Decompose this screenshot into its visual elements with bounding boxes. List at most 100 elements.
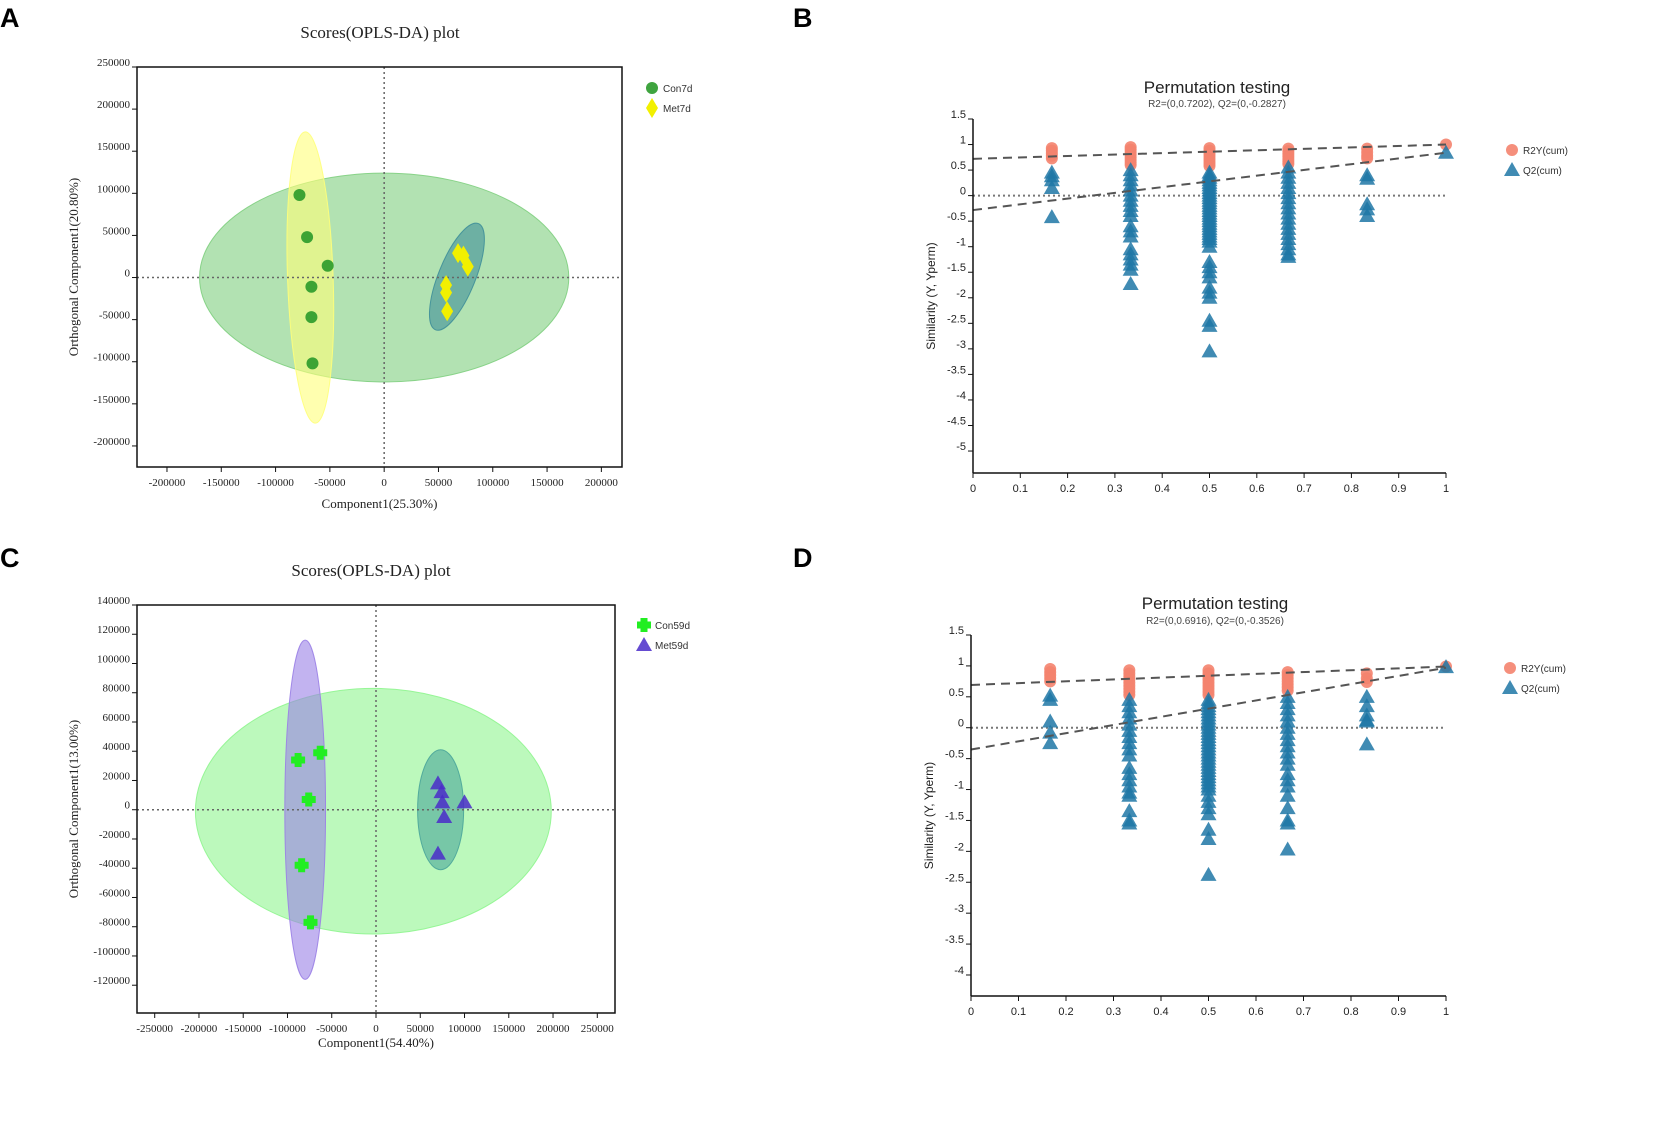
y-tick-label: 0 bbox=[125, 268, 131, 280]
data-point-q2cum bbox=[1043, 179, 1060, 194]
data-point-r2ycum bbox=[1045, 152, 1058, 165]
y-tick-label: -120000 bbox=[93, 975, 130, 987]
y-tick-label: -5 bbox=[956, 441, 966, 453]
y-axis-label: Orthogonal Component1(13.00%) bbox=[66, 720, 81, 898]
y-tick-label: -50000 bbox=[99, 310, 131, 322]
legend-label: Con7d bbox=[663, 84, 692, 95]
legend-label: Q2(cum) bbox=[1521, 684, 1560, 695]
data-point-q2cum bbox=[1121, 815, 1138, 830]
y-tick-label: 20000 bbox=[103, 770, 131, 782]
x-tick-label: 0.8 bbox=[1343, 1006, 1358, 1018]
legend-label: Q2(cum) bbox=[1523, 166, 1562, 177]
y-tick-label: -80000 bbox=[99, 917, 131, 929]
y-tick-label: 1.5 bbox=[951, 109, 966, 121]
y-tick-label: -20000 bbox=[99, 829, 131, 841]
y-tick-label: -4 bbox=[954, 965, 964, 977]
data-point-q2cum bbox=[1358, 698, 1375, 713]
x-tick-label: 0.7 bbox=[1296, 483, 1311, 495]
y-tick-label: 100000 bbox=[97, 183, 131, 195]
data-point-q2cum bbox=[1358, 688, 1375, 703]
data-point-q2cum bbox=[1201, 317, 1218, 332]
x-tick-label: 1 bbox=[1443, 483, 1449, 495]
data-point-met7d bbox=[461, 256, 474, 277]
data-point-q2cum bbox=[1200, 866, 1217, 881]
data-point-q2cum bbox=[1201, 289, 1218, 304]
y-tick-label: 40000 bbox=[103, 741, 131, 753]
y-tick-label: 100000 bbox=[97, 653, 131, 665]
x-tick-label: 150000 bbox=[531, 477, 565, 489]
x-tick-label: 0.9 bbox=[1391, 1006, 1406, 1018]
x-tick-label: 0 bbox=[970, 483, 976, 495]
permutation-plot-d: Permutation testing R2=(0,0.6916), Q2=(0,… bbox=[922, 594, 1566, 1018]
y-tick-label: -1 bbox=[954, 780, 964, 792]
legend-label: R2Y(cum) bbox=[1521, 664, 1566, 675]
data-point-met59d bbox=[436, 809, 453, 824]
data-point-q2cum bbox=[1122, 228, 1139, 243]
x-tick-label: 0 bbox=[373, 1023, 379, 1035]
data-point-con7d bbox=[293, 189, 306, 201]
data-point-q2cum bbox=[1122, 208, 1139, 223]
data-point-met59d bbox=[456, 794, 473, 809]
data-point-q2cum bbox=[1042, 724, 1059, 739]
x-tick-label: 0.6 bbox=[1248, 1006, 1263, 1018]
data-point-q2cum bbox=[1359, 170, 1376, 185]
y-tick-label: -40000 bbox=[99, 858, 131, 870]
data-point-q2cum bbox=[1121, 803, 1138, 818]
y-tick-label: -4.5 bbox=[947, 415, 966, 427]
x-tick-label: 200000 bbox=[585, 477, 619, 489]
scores-plot-a: Scores(OPLS-DA) plot Orthogonal Component… bbox=[66, 23, 692, 511]
legend-label: Con59d bbox=[655, 621, 690, 632]
data-point-q2cum bbox=[1200, 830, 1217, 845]
chart-title: Permutation testing bbox=[1144, 78, 1290, 97]
chart-title: Scores(OPLS-DA) plot bbox=[291, 561, 450, 580]
legend-marker-met59d bbox=[636, 637, 652, 651]
y-tick-label: 200000 bbox=[97, 99, 131, 111]
data-point-q2cum bbox=[1043, 209, 1060, 224]
x-tick-label: 100000 bbox=[476, 477, 510, 489]
x-tick-label: -100000 bbox=[269, 1023, 306, 1035]
data-point-con7d bbox=[321, 259, 334, 272]
data-point-q2cum bbox=[1201, 343, 1218, 358]
data-point-q2cum bbox=[1200, 806, 1217, 821]
x-tick-label: 1 bbox=[1443, 1006, 1449, 1018]
data-point-met59d bbox=[429, 845, 446, 860]
data-point-q2cum bbox=[1279, 800, 1296, 815]
y-axis-label: Similarity (Y, Yperm) bbox=[922, 762, 936, 869]
data-point-con59d bbox=[301, 792, 316, 807]
y-tick-label: -100000 bbox=[93, 946, 130, 958]
x-tick-label: 250000 bbox=[581, 1023, 615, 1035]
y-tick-label: 50000 bbox=[103, 225, 131, 237]
data-point-met7d bbox=[440, 282, 453, 303]
chart-subtitle: R2=(0,0.6916), Q2=(0,-0.3526) bbox=[1146, 616, 1284, 627]
x-tick-label: 0.6 bbox=[1249, 483, 1264, 495]
legend-marker-r2ycum bbox=[1506, 144, 1518, 156]
data-point-q2cum bbox=[1122, 261, 1139, 276]
data-point-con59d bbox=[294, 858, 309, 873]
x-tick-label: 200000 bbox=[537, 1023, 571, 1035]
data-point-q2cum bbox=[1122, 275, 1139, 290]
data-point-q2cum bbox=[1200, 821, 1217, 836]
y-tick-label: -3.5 bbox=[945, 934, 964, 946]
x-tick-label: 50000 bbox=[407, 1023, 435, 1035]
legend-marker-met7d bbox=[646, 98, 658, 118]
y-tick-label: 1.5 bbox=[949, 625, 964, 637]
data-point-met59d bbox=[434, 794, 451, 809]
data-point-q2cum bbox=[1358, 713, 1375, 728]
y-tick-label: -4 bbox=[956, 390, 966, 402]
y-tick-label: -2 bbox=[954, 841, 964, 853]
legend-marker-con59d bbox=[637, 618, 651, 632]
data-point-q2cum bbox=[1042, 713, 1059, 728]
regression-line bbox=[972, 143, 1447, 160]
legend-marker-r2ycum bbox=[1504, 662, 1516, 674]
data-point-q2cum bbox=[1201, 269, 1218, 284]
data-point-q2cum bbox=[1121, 787, 1138, 802]
chart-title: Scores(OPLS-DA) plot bbox=[300, 23, 459, 42]
x-tick-label: 0.2 bbox=[1058, 1006, 1073, 1018]
y-tick-label: 60000 bbox=[103, 712, 131, 724]
x-tick-label: 0.2 bbox=[1060, 483, 1075, 495]
y-tick-label: -1.5 bbox=[947, 262, 966, 274]
y-tick-label: -60000 bbox=[99, 887, 131, 899]
data-point-r2ycum bbox=[1360, 675, 1373, 688]
x-tick-label: 0 bbox=[968, 1006, 974, 1018]
